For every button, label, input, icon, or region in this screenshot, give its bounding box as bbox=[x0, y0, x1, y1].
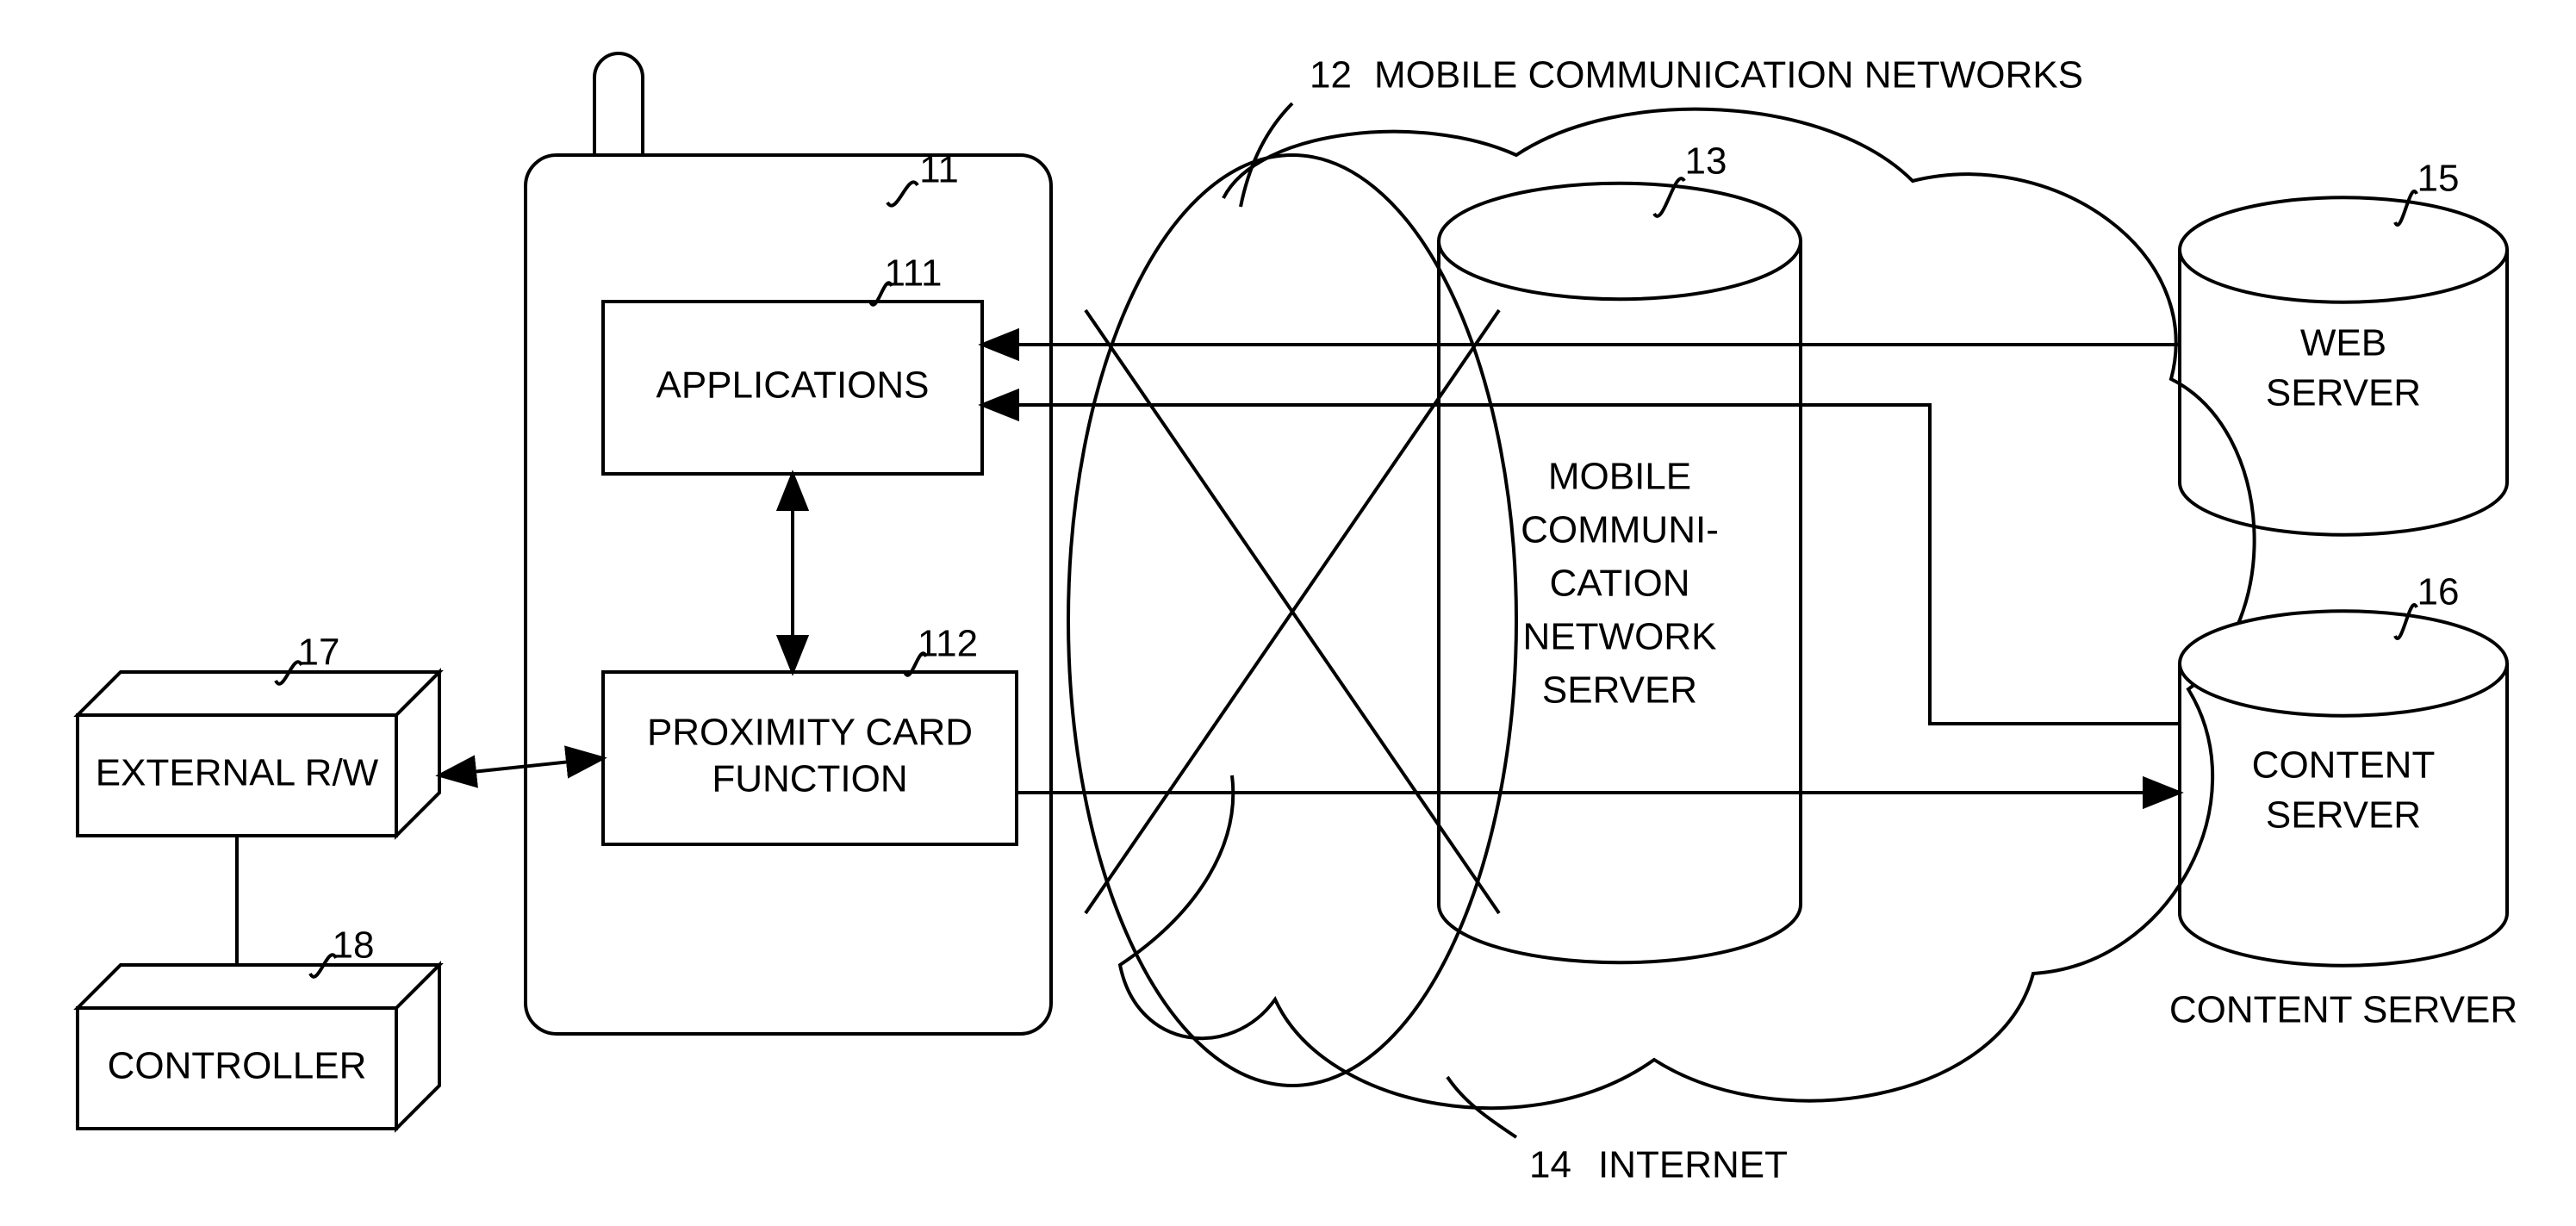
networks-title: MOBILE COMMUNICATION NETWORKS bbox=[1374, 54, 2083, 96]
ref-18: 18 bbox=[333, 924, 375, 967]
ref-13: 13 bbox=[1685, 140, 1727, 183]
ref-16: 16 bbox=[2417, 571, 2460, 613]
content-server-label: CONTENT bbox=[2252, 744, 2436, 787]
ref-111: 111 bbox=[885, 252, 943, 295]
network-ellipse bbox=[1068, 155, 1516, 1086]
server-13-label: MOBILE bbox=[1548, 456, 1691, 498]
phone-outline bbox=[526, 155, 1051, 1034]
server-13-label: COMMUNI- bbox=[1521, 509, 1719, 551]
content-server-bottom bbox=[2180, 913, 2507, 966]
applications-label: APPLICATIONS bbox=[656, 364, 929, 407]
ref-14: 14 bbox=[1529, 1144, 1571, 1186]
external-rw-top bbox=[78, 672, 439, 715]
external-rw-label: EXTERNAL R/W bbox=[96, 752, 379, 794]
server-13-label: CATION bbox=[1550, 563, 1690, 605]
web-server-label: WEB bbox=[2300, 322, 2386, 364]
phone-antenna bbox=[594, 53, 643, 155]
rw-proximity-link bbox=[439, 758, 603, 775]
server-13-label: NETWORK bbox=[1523, 616, 1717, 658]
controller-top bbox=[78, 965, 439, 1008]
web-server-label: SERVER bbox=[2266, 372, 2421, 414]
leader-line bbox=[887, 182, 918, 205]
content-server-top bbox=[2180, 611, 2507, 716]
ref-15: 15 bbox=[2417, 158, 2460, 200]
ref-112: 112 bbox=[918, 623, 978, 665]
ref-17: 17 bbox=[298, 632, 340, 674]
internet-title: INTERNET bbox=[1598, 1144, 1788, 1186]
web-server-top bbox=[2180, 197, 2507, 302]
proximity-label: PROXIMITY CARD bbox=[647, 712, 973, 754]
web-server-bottom bbox=[2180, 482, 2507, 535]
proximity-label: FUNCTION bbox=[712, 758, 907, 800]
server-13-top bbox=[1439, 184, 1801, 299]
content-server-caption: CONTENT SERVER bbox=[2169, 989, 2517, 1031]
ref-11: 11 bbox=[919, 149, 959, 191]
ref-12: 12 bbox=[1310, 54, 1352, 96]
controller-label: CONTROLLER bbox=[108, 1045, 367, 1087]
server-13-bottom bbox=[1439, 905, 1801, 962]
content-server-label: SERVER bbox=[2266, 794, 2421, 837]
server-13-label: SERVER bbox=[1542, 669, 1697, 712]
